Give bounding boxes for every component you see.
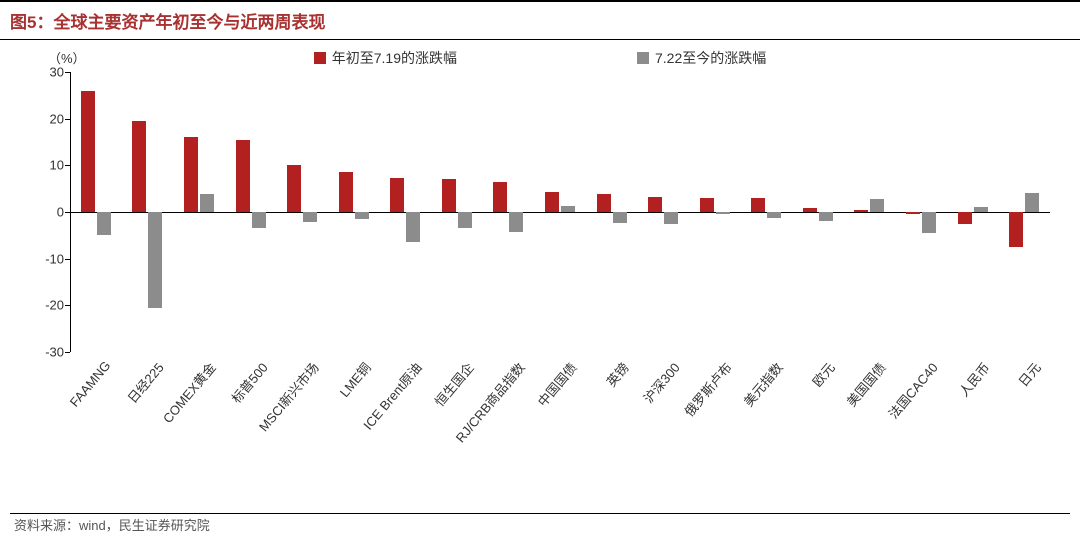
bar-recent <box>664 212 678 224</box>
legend-item-ytd: 年初至7.19的涨跌幅 <box>314 48 457 68</box>
x-tick-label: 欧元 <box>807 358 838 390</box>
bar-recent <box>561 206 575 212</box>
legend-swatch-ytd <box>314 52 326 64</box>
y-tick-mark <box>65 165 70 166</box>
bar-ytd <box>597 194 611 212</box>
bar-recent <box>974 207 988 212</box>
y-tick-label: -20 <box>14 298 64 313</box>
y-tick-mark <box>65 72 70 73</box>
bar-ytd <box>184 137 198 212</box>
bar-ytd <box>545 192 559 212</box>
x-tick-label: 中国国债 <box>533 358 581 410</box>
bar-ytd <box>803 208 817 212</box>
legend: 年初至7.19的涨跌幅 7.22至今的涨跌幅 <box>10 48 1070 68</box>
bar-ytd <box>339 172 353 212</box>
bar-ytd <box>854 210 868 212</box>
y-tick-mark <box>65 212 70 213</box>
bar-ytd <box>132 121 146 212</box>
bar-ytd <box>81 91 95 212</box>
legend-swatch-recent <box>637 52 649 64</box>
x-labels: FAAMNG日经225COMEX黄金标普500MSCI新兴市场LME铜ICE B… <box>70 358 1050 478</box>
bottom-rule <box>10 513 1070 514</box>
bar-recent <box>1025 193 1039 212</box>
chart-area: （%） 年初至7.19的涨跌幅 7.22至今的涨跌幅 -30-20-100102… <box>10 48 1070 488</box>
legend-label-recent: 7.22至今的涨跌幅 <box>655 48 766 68</box>
y-tick-label: 10 <box>14 158 64 173</box>
bar-ytd <box>442 179 456 212</box>
x-tick-label: 美国国债 <box>842 358 890 410</box>
y-tick-label: 30 <box>14 65 64 80</box>
bar-recent <box>819 212 833 221</box>
x-tick-label: LME铜 <box>334 358 374 401</box>
x-tick-label: 恒生国企 <box>429 358 477 410</box>
bar-ytd <box>700 198 714 212</box>
zero-line <box>70 212 1050 213</box>
bar-ytd <box>751 198 765 212</box>
y-tick-mark <box>65 305 70 306</box>
bar-ytd <box>648 197 662 212</box>
bar-recent <box>716 212 730 214</box>
x-tick-label: 俄罗斯卢布 <box>679 358 735 420</box>
x-tick-label: 沪深300 <box>638 358 683 407</box>
x-tick-label: COMEX黄金 <box>158 358 220 427</box>
legend-item-recent: 7.22至今的涨跌幅 <box>637 48 766 68</box>
bar-ytd <box>390 178 404 212</box>
y-tick-label: -10 <box>14 251 64 266</box>
x-tick-label: 日元 <box>1013 358 1044 390</box>
legend-label-ytd: 年初至7.19的涨跌幅 <box>332 48 457 68</box>
bar-recent <box>97 212 111 235</box>
y-tick-label: 0 <box>14 205 64 220</box>
bar-ytd <box>1009 212 1023 247</box>
x-tick-label: 英镑 <box>601 358 632 390</box>
bar-ytd <box>287 165 301 212</box>
figure-title: 图5：全球主要资产年初至今与近两周表现 <box>10 13 325 32</box>
x-tick-label: 日经225 <box>123 358 168 407</box>
bar-ytd <box>906 212 920 214</box>
bar-recent <box>458 212 472 228</box>
figure-title-bar: 图5：全球主要资产年初至今与近两周表现 <box>0 0 1080 37</box>
source-text: 资料来源：wind，民生证券研究院 <box>14 515 210 534</box>
title-underline <box>0 39 1080 40</box>
x-tick-label: 标普500 <box>226 358 271 407</box>
bar-recent <box>200 194 214 212</box>
bar-recent <box>303 212 317 222</box>
x-tick-label: 法国CAC40 <box>883 358 941 422</box>
bar-recent <box>355 212 369 219</box>
bar-recent <box>870 199 884 212</box>
bar-recent <box>767 212 781 218</box>
bar-recent <box>148 212 162 308</box>
x-tick-label: FAAMNG <box>66 358 113 410</box>
bar-recent <box>252 212 266 228</box>
bar-ytd <box>493 182 507 212</box>
bar-ytd <box>958 212 972 224</box>
y-tick-mark <box>65 352 70 353</box>
bar-recent <box>509 212 523 232</box>
bar-ytd <box>236 140 250 212</box>
y-tick-label: 20 <box>14 111 64 126</box>
x-tick-label: 人民币 <box>954 358 994 400</box>
y-tick-mark <box>65 259 70 260</box>
x-tick-label: 美元指数 <box>739 358 787 410</box>
plot-region: -30-20-100102030 <box>70 72 1050 352</box>
bar-recent <box>406 212 420 242</box>
y-tick-label: -30 <box>14 345 64 360</box>
bar-recent <box>613 212 627 223</box>
y-tick-mark <box>65 119 70 120</box>
bar-recent <box>922 212 936 233</box>
